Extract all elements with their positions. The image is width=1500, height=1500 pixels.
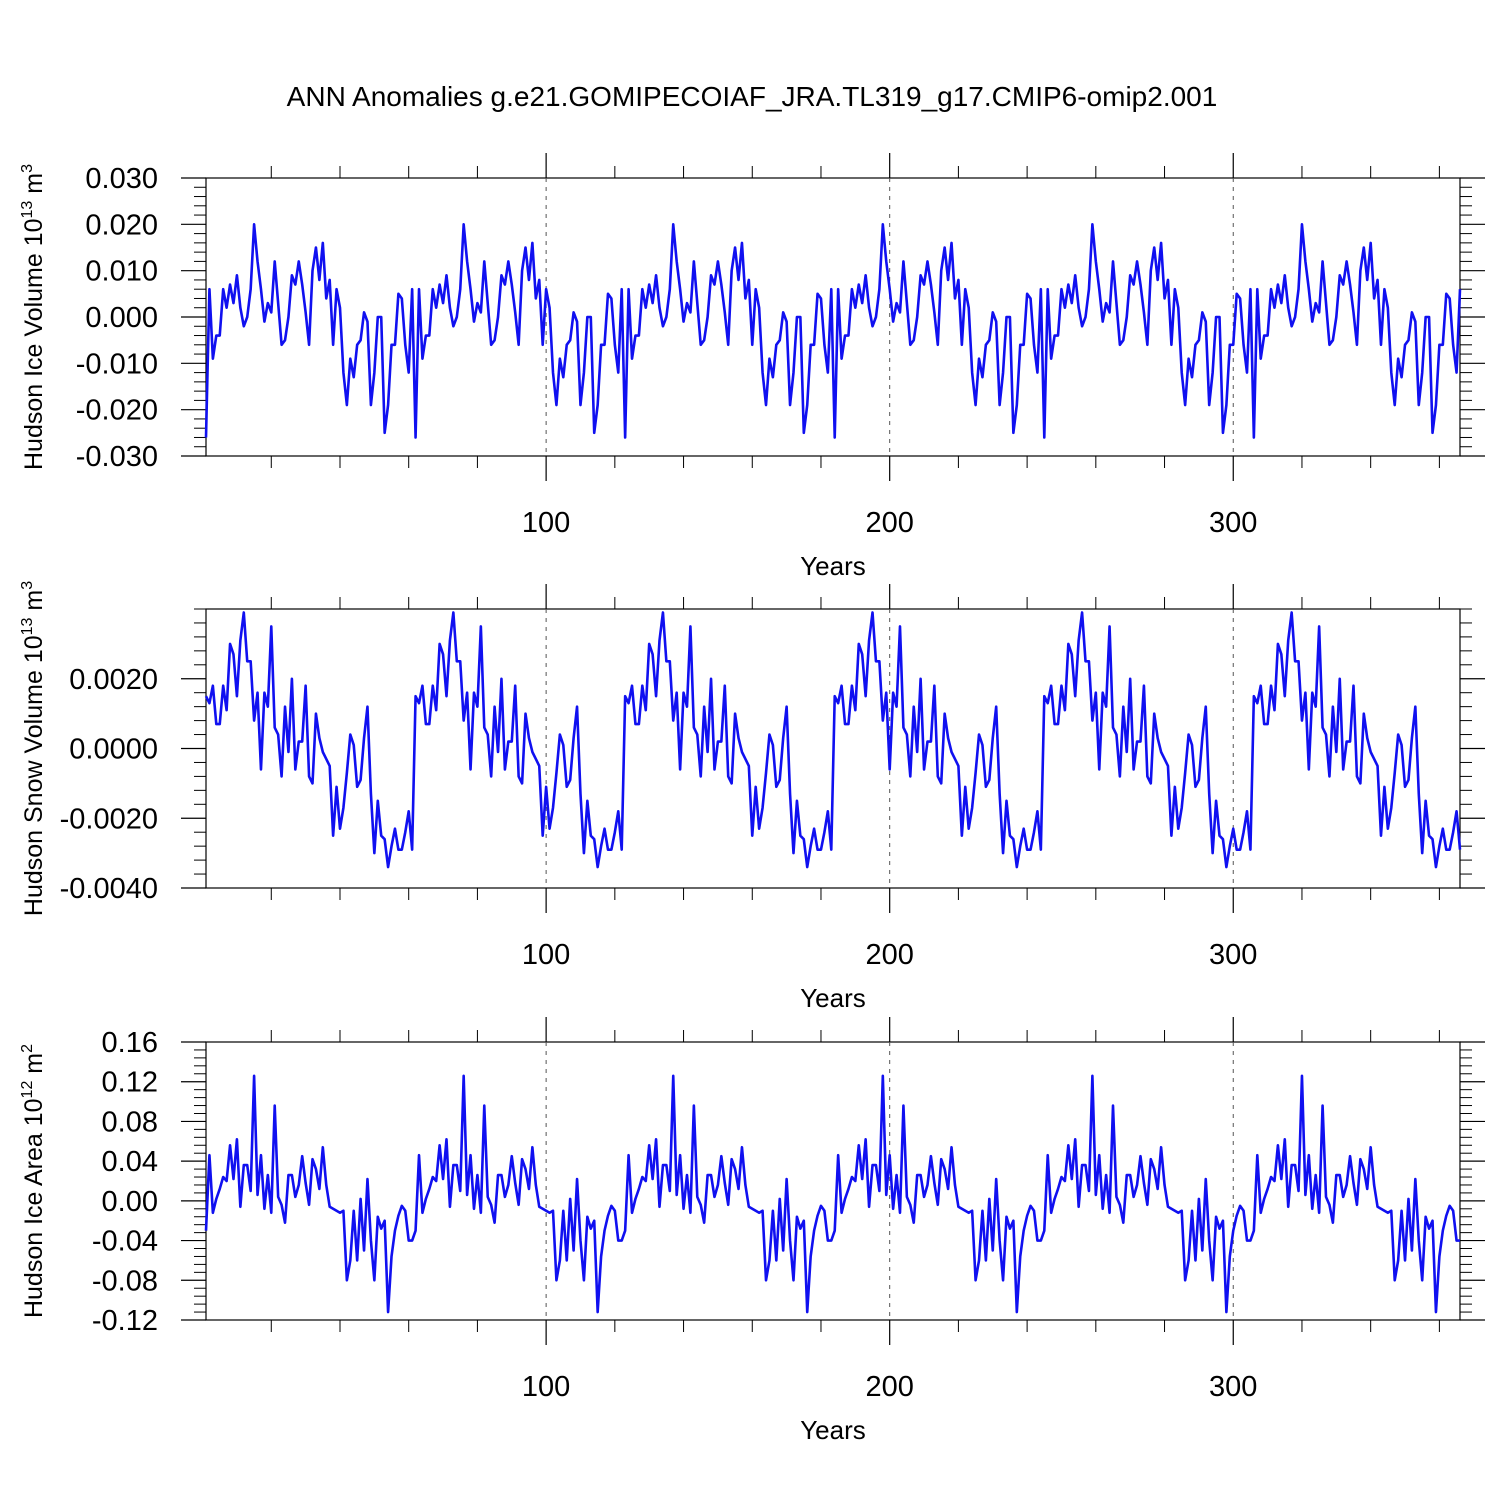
y-tick-label: 0.000 (85, 302, 158, 334)
y-tick-label: 0.020 (85, 209, 158, 241)
x-tick-label: 200 (865, 507, 913, 539)
x-tick-label: 300 (1209, 1371, 1257, 1403)
y-axis-label: Hudson Ice Area 1012 m2 (19, 1044, 48, 1318)
series-line (204, 223, 1462, 439)
y-tick-label: 0.0000 (69, 734, 158, 766)
x-tick-label: 300 (1209, 507, 1257, 539)
y-tick-label: -0.030 (76, 441, 158, 473)
x-axis-label: Years (800, 1415, 866, 1445)
x-axis-label: Years (800, 983, 866, 1013)
series-line (204, 611, 1462, 869)
y-axis-label: Hudson Ice Volume 1013 m3 (19, 164, 48, 470)
y-tick-label: 0.04 (102, 1146, 158, 1178)
x-tick-label: 100 (522, 1371, 570, 1403)
series-line (204, 1074, 1460, 1314)
y-tick-label: 0.00 (102, 1186, 158, 1218)
y-tick-label: 0.12 (102, 1067, 158, 1099)
y-tick-label: -0.12 (92, 1305, 158, 1337)
panel-1: 100 200 300 -0.030 -0.020 -0.010 0.000 0.010 0.0… (19, 153, 1485, 581)
y-tick-label: 0.08 (102, 1106, 158, 1138)
plot-frame (205, 1041, 1461, 1321)
y-tick-label: 0.010 (85, 256, 158, 288)
y-tick-label: 0.030 (85, 163, 158, 195)
y-tick-label: -0.010 (76, 348, 158, 380)
y-tick-label: -0.0020 (60, 803, 158, 835)
x-tick-label: 100 (522, 939, 570, 971)
y-tick-label: -0.04 (92, 1226, 158, 1258)
x-tick-label: 200 (865, 939, 913, 971)
panel-3: 100 200 300 -0.12 -0.08 -0.04 0.00 0.04 0.08 0.12… (19, 1017, 1485, 1445)
figure-title: ANN Anomalies g.e21.GOMIPECOIAF_JRA.TL31… (287, 81, 1218, 112)
panel-2: 100 200 300 -0.0040 -0.0020 0.0000 0.0020 Years… (19, 581, 1485, 1013)
y-tick-label: -0.0040 (60, 873, 158, 905)
x-tick-label: 200 (865, 1371, 913, 1403)
y-tick-label: -0.020 (76, 395, 158, 427)
x-axis-label: Years (800, 551, 866, 581)
x-tick-label: 300 (1209, 939, 1257, 971)
y-tick-label: 0.0020 (69, 664, 158, 696)
y-tick-label: -0.08 (92, 1265, 158, 1297)
y-tick-label: 0.16 (102, 1027, 158, 1059)
y-axis-label: Hudson Snow Volume 1013 m3 (19, 581, 48, 916)
x-tick-label: 100 (522, 507, 570, 539)
